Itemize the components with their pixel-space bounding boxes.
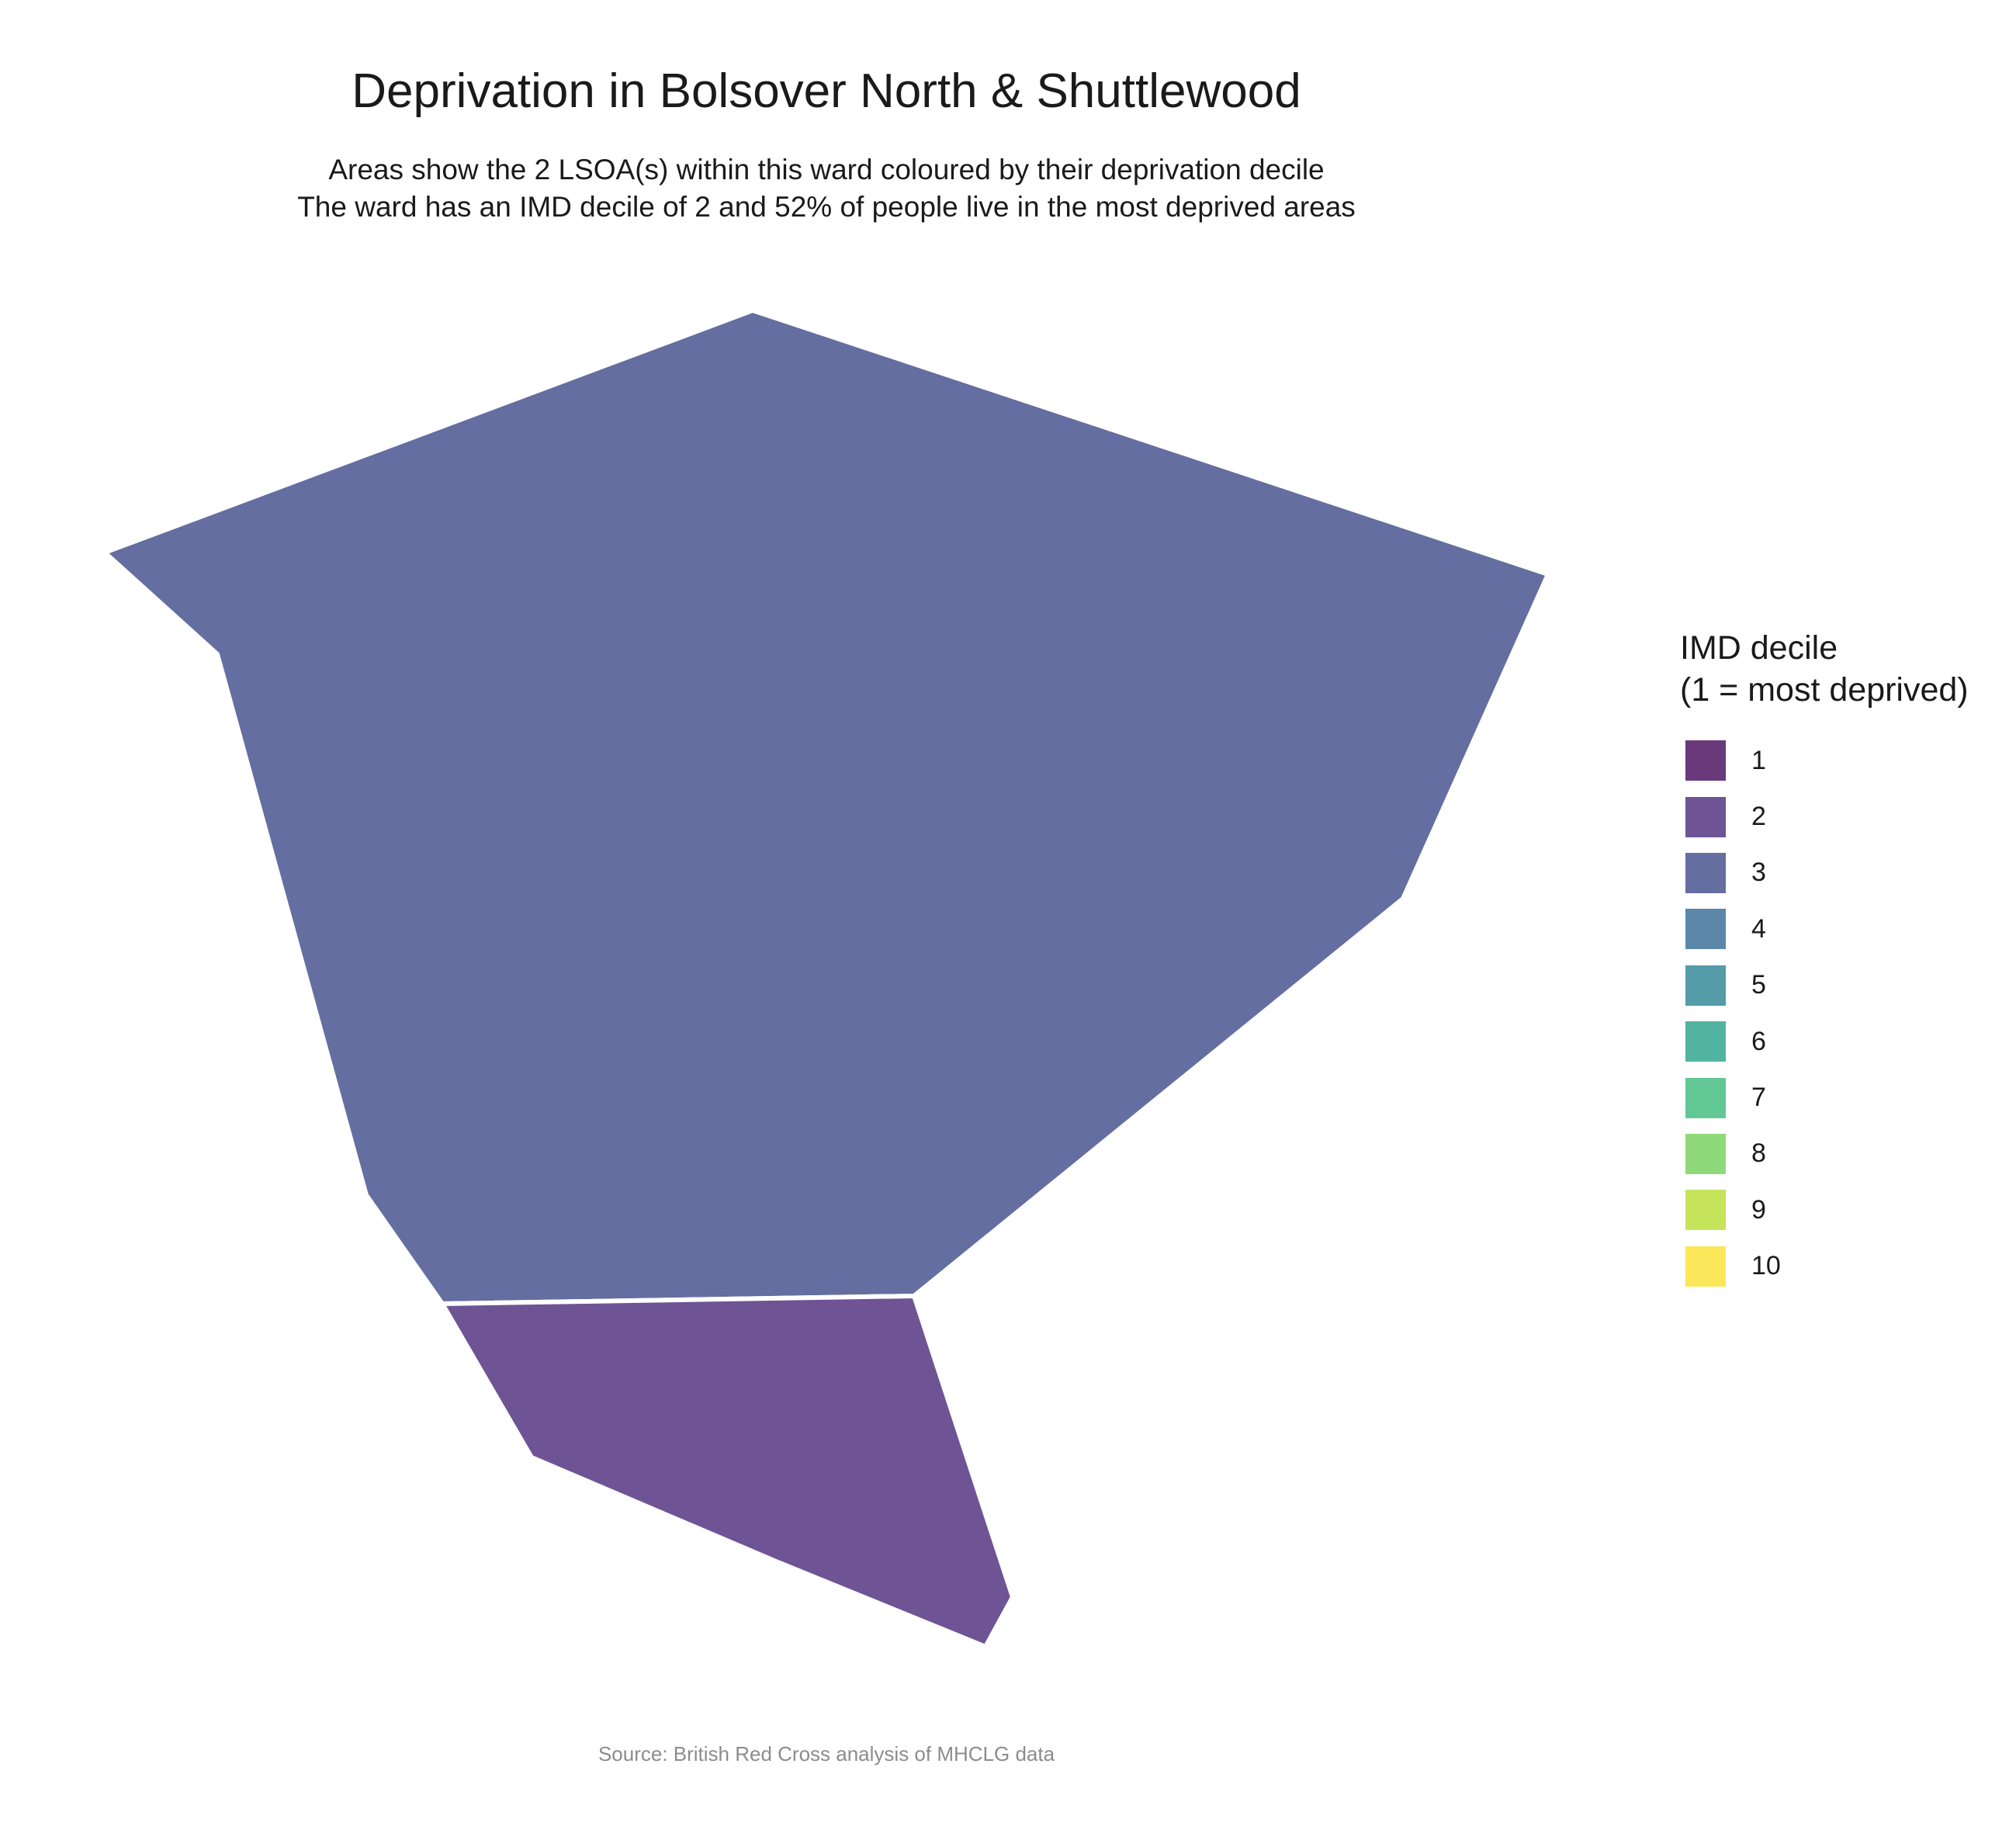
legend-label-10: 10 (1751, 1251, 1781, 1281)
legend-key-5 (1685, 965, 1726, 1006)
legend-item-7: 7 (1680, 1069, 1969, 1125)
legend-key-2 (1685, 796, 1726, 837)
legend-label-7: 7 (1751, 1083, 1766, 1113)
legend-item-9: 9 (1680, 1182, 1969, 1238)
legend-key-7 (1685, 1077, 1726, 1118)
legend-label-9: 9 (1751, 1194, 1766, 1225)
legend-items: 1 2 3 4 5 6 7 8 (1680, 733, 1969, 1294)
chart-subtitle-line-1: Areas show the 2 LSOA(s) within this war… (328, 154, 1325, 185)
legend-item-2: 2 (1680, 788, 1969, 844)
legend: IMD decile (1 = most deprived) 1 2 3 4 5… (1680, 627, 1969, 1294)
legend-key-8 (1685, 1133, 1726, 1174)
lsoa-area-north[interactable] (102, 308, 1550, 1306)
legend-item-3: 3 (1680, 845, 1969, 901)
legend-item-4: 4 (1680, 901, 1969, 957)
legend-key-4 (1685, 909, 1726, 950)
lsoa-area-south[interactable] (440, 1294, 1015, 1649)
chart-subtitle-line-2: The ward has an IMD decile of 2 and 52% … (297, 191, 1356, 223)
legend-key-1 (1685, 740, 1726, 781)
legend-key-9 (1685, 1190, 1726, 1231)
legend-label-5: 5 (1751, 970, 1766, 1000)
source-caption: Source: British Red Cross analysis of MH… (598, 1742, 1055, 1765)
legend-title-line-2: (1 = most deprived) (1680, 671, 1969, 709)
legend-key-6 (1685, 1021, 1726, 1062)
legend-item-5: 5 (1680, 958, 1969, 1014)
legend-label-4: 4 (1751, 913, 1766, 944)
legend-label-2: 2 (1751, 802, 1766, 832)
chart-title: Deprivation in Bolsover North & Shuttlew… (352, 64, 1301, 118)
legend-item-6: 6 (1680, 1014, 1969, 1069)
legend-key-10 (1685, 1246, 1726, 1287)
legend-label-1: 1 (1751, 745, 1766, 775)
legend-title: IMD decile (1 = most deprived) (1680, 627, 1969, 711)
legend-item-8: 8 (1680, 1126, 1969, 1182)
legend-key-3 (1685, 852, 1726, 893)
legend-label-3: 3 (1751, 858, 1766, 888)
legend-item-1: 1 (1680, 733, 1969, 788)
legend-title-line-1: IMD decile (1680, 629, 1838, 667)
legend-item-10: 10 (1680, 1239, 1969, 1294)
legend-label-6: 6 (1751, 1026, 1766, 1056)
legend-label-8: 8 (1751, 1138, 1766, 1169)
